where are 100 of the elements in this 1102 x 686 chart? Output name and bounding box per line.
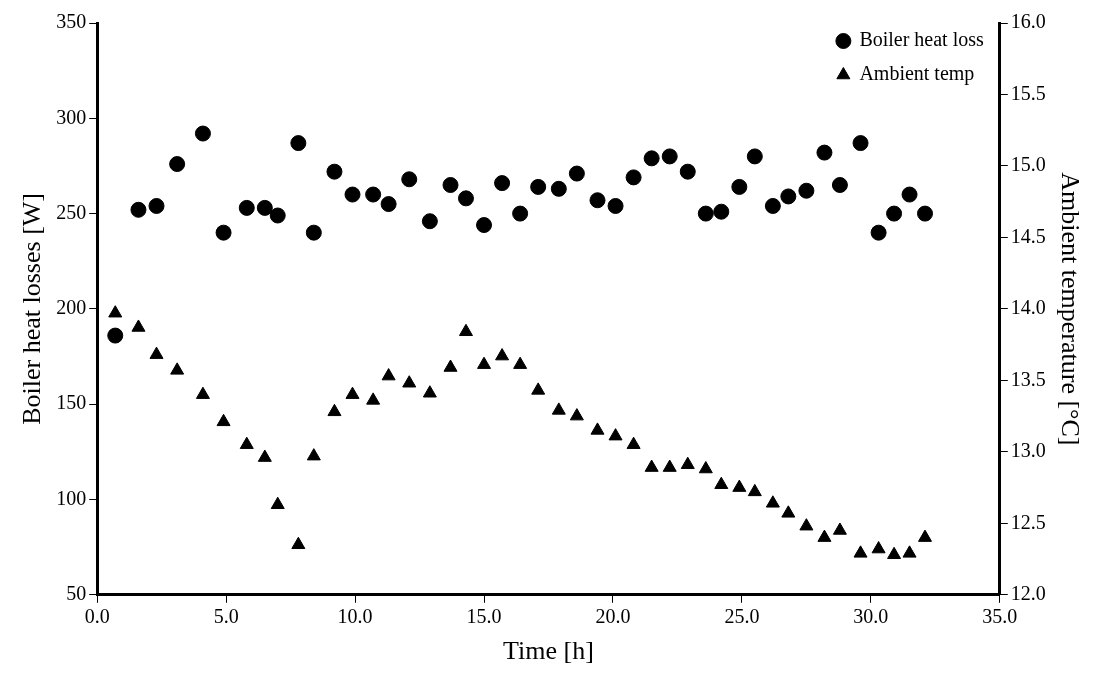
point (401, 171, 418, 188)
y2-tick-label: 15.0 (1010, 153, 1046, 176)
point (679, 163, 696, 180)
point (853, 545, 868, 558)
point (381, 368, 396, 381)
point (194, 125, 211, 142)
point (870, 224, 887, 241)
y2-tick-label: 12.0 (1010, 582, 1046, 605)
y2-tick-label: 12.5 (1010, 510, 1046, 533)
x-axis-title: Time [h] (503, 636, 594, 666)
point (239, 436, 254, 449)
point (625, 169, 642, 186)
legend-label: Boiler heat loss (859, 28, 985, 51)
point (569, 408, 584, 421)
point (257, 449, 272, 462)
y-tick-label: 200 (56, 296, 87, 319)
point (531, 382, 546, 395)
point (732, 479, 747, 492)
point (269, 207, 286, 224)
point (366, 392, 381, 405)
point (887, 546, 902, 560)
point (238, 199, 255, 216)
point (780, 188, 797, 205)
point (291, 536, 306, 550)
x-tick-label: 0.0 (84, 605, 110, 628)
point (344, 186, 361, 203)
point (513, 356, 528, 369)
point (747, 483, 762, 497)
y-tick-label: 350 (56, 10, 87, 33)
x-tick-label: 10.0 (337, 605, 373, 628)
point (731, 178, 748, 195)
x-tick-label: 15.0 (466, 605, 502, 628)
point (551, 402, 566, 415)
point (764, 197, 781, 214)
point (832, 522, 847, 535)
point (781, 505, 796, 518)
point (476, 217, 493, 234)
point (442, 177, 459, 194)
point (130, 201, 147, 218)
point (680, 456, 695, 469)
point (643, 150, 660, 167)
point (215, 224, 232, 241)
point (458, 323, 473, 337)
y2-tick-label: 16.0 (1010, 10, 1046, 33)
point (170, 362, 185, 375)
point (327, 403, 342, 417)
point (607, 197, 624, 214)
point (131, 319, 146, 332)
point (799, 518, 814, 531)
point (512, 205, 529, 222)
point (816, 144, 833, 161)
point (380, 196, 397, 213)
point (871, 541, 886, 554)
point (568, 165, 585, 182)
point (148, 197, 165, 214)
point (698, 461, 713, 474)
y2-tick-label: 14.0 (1010, 296, 1046, 319)
y2-tick-label: 15.5 (1010, 81, 1046, 104)
point (108, 305, 123, 318)
point (421, 213, 438, 230)
point (477, 356, 492, 369)
point (290, 135, 307, 152)
y-tick-label: 100 (56, 486, 87, 509)
point (530, 178, 547, 195)
point (422, 385, 437, 398)
point (714, 476, 729, 489)
point (402, 375, 417, 388)
point (886, 205, 903, 222)
point (817, 529, 832, 542)
x-tick-label: 35.0 (982, 605, 1018, 628)
y-tick-label: 300 (56, 105, 87, 128)
x-tick-label: 5.0 (213, 605, 239, 628)
point (306, 448, 321, 461)
x-tick-label: 20.0 (595, 605, 631, 628)
point (345, 386, 360, 399)
y-tick-label: 150 (56, 391, 87, 414)
x-tick-label: 30.0 (853, 605, 889, 628)
y-tick-label: 250 (56, 200, 87, 223)
point (798, 182, 815, 199)
point (852, 135, 869, 152)
point (270, 496, 285, 509)
point (195, 386, 210, 399)
point (326, 163, 343, 180)
point (169, 156, 186, 173)
point (746, 148, 763, 165)
point (697, 205, 714, 222)
point (713, 203, 730, 220)
point (661, 148, 678, 165)
point (902, 545, 917, 558)
point (365, 186, 382, 203)
point (494, 175, 511, 192)
y2-tick-label: 14.5 (1010, 224, 1046, 247)
point (495, 348, 510, 361)
x-tick-label: 25.0 (724, 605, 760, 628)
legend-label: Ambient temp (859, 62, 975, 86)
point (107, 327, 124, 344)
point (626, 436, 641, 449)
y-tick-label: 50 (66, 582, 87, 605)
point (550, 180, 567, 197)
point (765, 495, 780, 508)
